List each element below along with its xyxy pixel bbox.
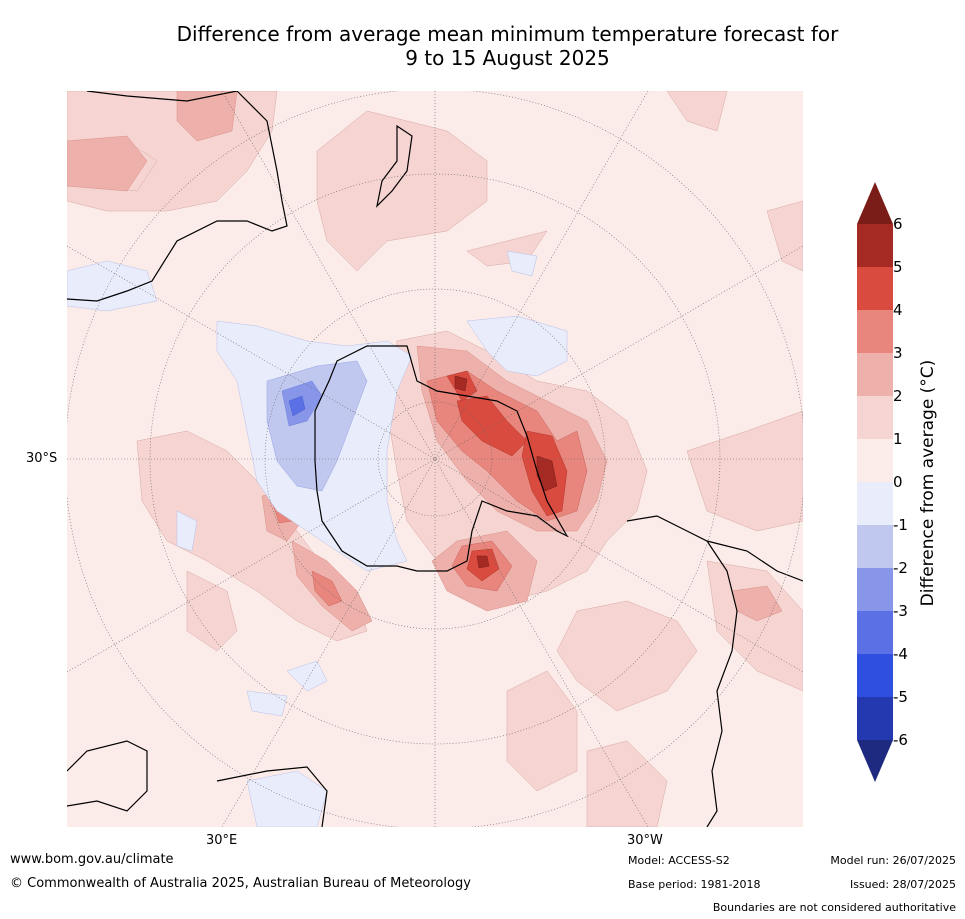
colorbar-tick: 3 (893, 344, 903, 362)
colorbar-band-0_1 (857, 439, 893, 482)
colorbar-band-m3_m2 (857, 568, 893, 611)
lon-label-30e: 30°E (206, 833, 238, 848)
colorbar-band-1_2 (857, 396, 893, 439)
footer-issued: Issued: 28/07/2025 (849, 878, 956, 891)
south-america-coast (626, 515, 803, 827)
coastlines (67, 91, 803, 827)
polar-map (67, 91, 803, 827)
colorbar-tick: -3 (893, 602, 908, 620)
lon-label-30w: 30°W (627, 833, 663, 848)
colorbar-band-m1_0 (857, 482, 893, 525)
colorbar-tick: 4 (893, 301, 903, 319)
footer-website[interactable]: www.bom.gov.au/climate (10, 852, 174, 867)
colorbar-tick: -4 (893, 645, 908, 663)
map-canvas (67, 91, 803, 827)
anomaly-band-neg3-4 (288, 395, 306, 417)
colorbar-tick: -2 (893, 559, 908, 577)
colorbar-tick: -1 (893, 516, 908, 534)
colorbar-tick: 0 (893, 473, 903, 491)
chart-title: Difference from average mean minimum tem… (0, 22, 965, 70)
colorbar: 6 5 4 3 2 1 0 -1 -2 -3 -4 -5 -6 (855, 180, 965, 790)
colorbar-band-m2_m1 (857, 525, 893, 568)
colorbar-label: Difference from average (°C) (918, 359, 938, 607)
australia-coast (67, 91, 288, 302)
colorbar-tick: 6 (893, 215, 903, 233)
colorbar-band-4_5 (857, 267, 893, 310)
colorbar-extend-top (857, 182, 893, 224)
new-zealand-coast (376, 124, 413, 208)
footer-model-run: Model run: 26/07/2025 (830, 854, 956, 867)
colorbar-extend-bottom (857, 740, 893, 782)
gridlines (67, 91, 803, 827)
footer-disclaimer: Boundaries are not considered authoritat… (712, 901, 956, 914)
africa-coast (67, 740, 328, 827)
colorbar-tick: 1 (893, 430, 903, 448)
footer-base-period: Base period: 1981-2018 (628, 878, 761, 891)
colorbar-band-m6_m5 (857, 697, 893, 740)
colorbar-band-2_3 (857, 353, 893, 396)
antarctica-coast (314, 345, 569, 572)
colorbar-bands (857, 224, 893, 740)
footer-model: Model: ACCESS-S2 (628, 854, 730, 867)
lat-label-30s: 30°S (26, 451, 58, 466)
colorbar-tick: -5 (893, 688, 908, 706)
colorbar-tick: -6 (893, 731, 908, 749)
colorbar-band-3_4 (857, 310, 893, 353)
footer-copyright: © Commonwealth of Australia 2025, Austra… (10, 876, 471, 891)
colorbar-band-5_6 (857, 224, 893, 267)
colorbar-band-m4_m3 (857, 611, 893, 654)
colorbar-band-m5_m4 (857, 654, 893, 697)
colorbar-tick: 5 (893, 258, 903, 276)
title-line-2: 9 to 15 August 2025 (405, 46, 610, 70)
colorbar-svg (857, 182, 893, 782)
colorbar-tick: 2 (893, 387, 903, 405)
title-line-1: Difference from average mean minimum tem… (176, 22, 839, 46)
